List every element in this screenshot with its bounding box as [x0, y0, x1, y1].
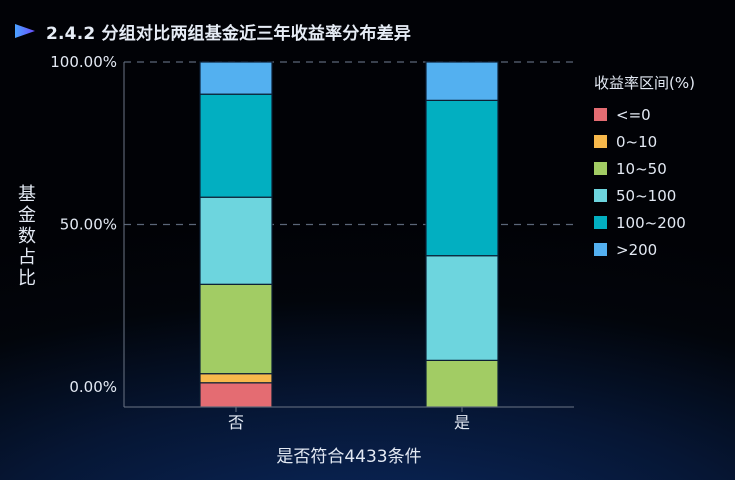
legend-item[interactable]: 50~100 — [594, 182, 695, 209]
y-axis-title-char: 比 — [18, 268, 36, 289]
legend-swatch — [594, 108, 607, 121]
play-arrow-icon — [15, 24, 35, 38]
y-axis-title-char: 占 — [18, 247, 36, 268]
legend-swatch — [594, 135, 607, 148]
legend-label: 100~200 — [616, 213, 686, 232]
bar-segment-0-4 — [199, 93, 273, 198]
legend-item[interactable]: >200 — [594, 236, 695, 263]
legend-label: 50~100 — [616, 186, 677, 205]
legend-items: <=0 0~10 10~50 50~100 100~200 >200 — [594, 101, 695, 263]
x-tick-label: 否 — [228, 413, 244, 432]
x-tick-label: 是 — [454, 413, 470, 432]
legend-item[interactable]: 10~50 — [594, 155, 695, 182]
legend-swatch — [594, 189, 607, 202]
bar-segment-1-4 — [425, 99, 499, 257]
y-axis-title-char: 金 — [18, 205, 36, 226]
y-tick-label: 100.00% — [50, 53, 117, 71]
legend-swatch — [594, 216, 607, 229]
legend-swatch — [594, 162, 607, 175]
y-axis-title-char: 基 — [18, 184, 36, 205]
chart-title: 2.4.2 分组对比两组基金近三年收益率分布差异 — [46, 23, 412, 44]
legend: 收益率区间(%) <=0 0~10 10~50 50~100 100~200 >200 — [594, 72, 695, 263]
chart-title-bar: 2.4.2 分组对比两组基金近三年收益率分布差异 — [14, 18, 411, 44]
bar-segment-1-3 — [425, 255, 499, 361]
bar-segment-0-5 — [199, 61, 273, 95]
legend-swatch — [594, 243, 607, 256]
legend-label: 0~10 — [616, 132, 658, 151]
x-axis-title: 是否符合4433条件 — [276, 447, 421, 467]
bar-segment-0-1 — [199, 373, 273, 384]
bar-stacks — [199, 61, 499, 408]
y-tick-label: 0.00% — [69, 378, 117, 396]
legend-item[interactable]: 100~200 — [594, 209, 695, 236]
legend-label: 10~50 — [616, 159, 667, 178]
legend-item[interactable]: 0~10 — [594, 128, 695, 155]
bar-segment-0-2 — [199, 283, 273, 375]
legend-item[interactable]: <=0 — [594, 101, 695, 128]
y-tick-label: 50.00% — [60, 216, 117, 234]
legend-label: <=0 — [616, 105, 651, 124]
y-axis-title-char: 数 — [18, 226, 36, 247]
bar-segment-1-2 — [425, 359, 499, 408]
bar-segment-0-0 — [199, 382, 273, 408]
legend-title: 收益率区间(%) — [594, 74, 695, 92]
bar-segment-0-3 — [199, 196, 273, 285]
bar-segment-1-5 — [425, 61, 499, 101]
grid-lines — [124, 61, 574, 226]
legend-label: >200 — [616, 240, 658, 259]
